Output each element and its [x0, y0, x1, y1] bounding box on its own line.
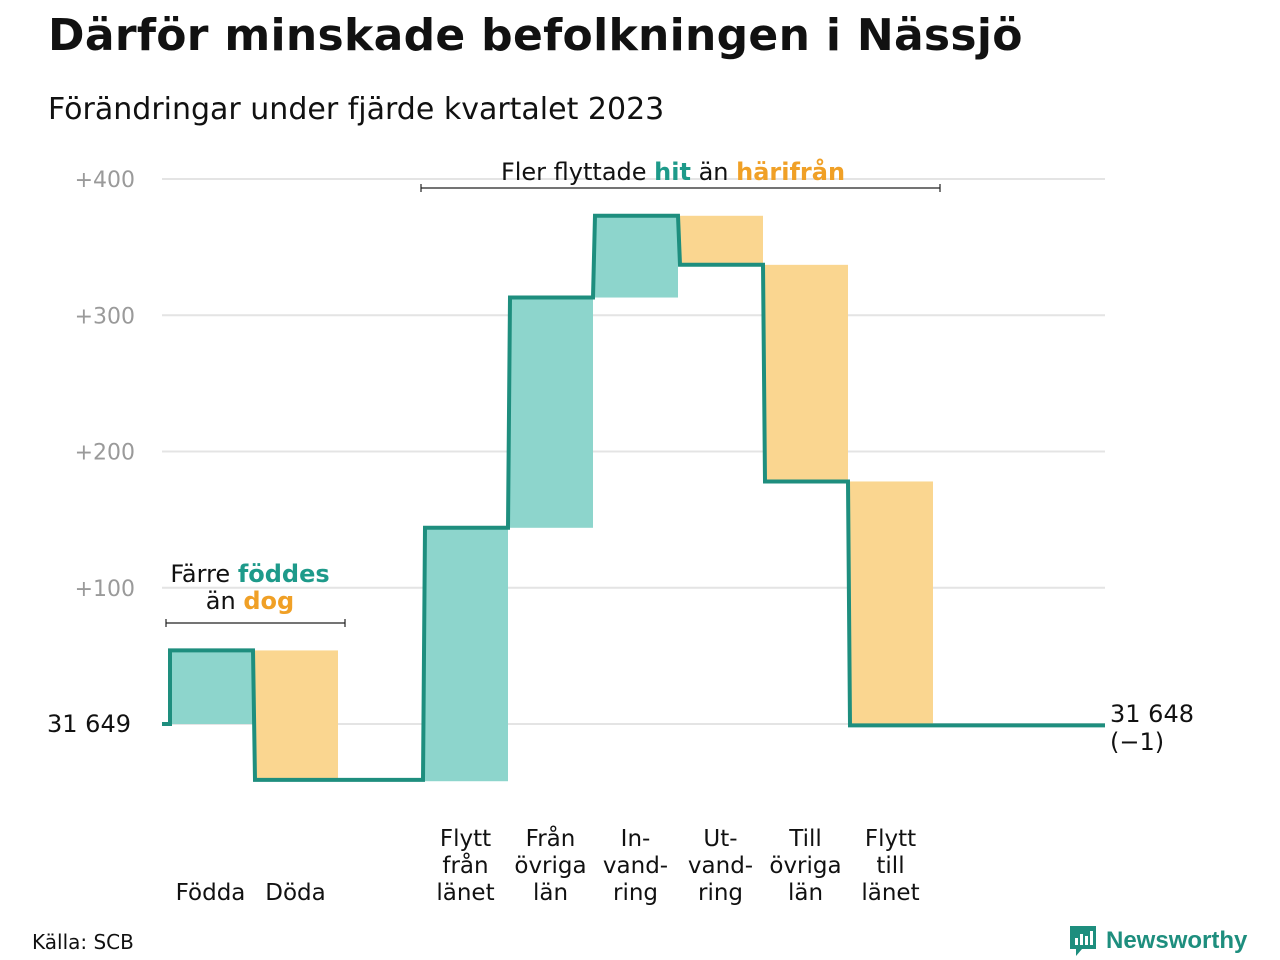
end-value-label: 31 648 — [1110, 700, 1194, 728]
category-label: Från — [526, 824, 576, 852]
category-label: län — [788, 880, 823, 906]
y-tick-label: +300 — [75, 304, 135, 329]
category-label: länet — [436, 880, 494, 906]
migration-annotation-word: än — [691, 158, 736, 186]
source-note: Källa: SCB — [32, 930, 134, 954]
step-line — [162, 213, 1105, 782]
y-tick-label: +400 — [75, 168, 135, 193]
bar-increase — [510, 297, 593, 528]
end-change-label: (−1) — [1110, 728, 1164, 756]
category-label: länet — [861, 880, 919, 906]
category-label: till — [876, 853, 904, 879]
category-label: In- — [621, 826, 651, 852]
bar-increase — [170, 650, 253, 724]
newsworthy-logo-icon — [1070, 926, 1096, 956]
bar-decrease — [850, 481, 933, 726]
category-label: Födda — [176, 880, 246, 906]
category-label: övriga — [514, 853, 586, 879]
bar-decrease — [255, 650, 338, 780]
category-label: Till — [788, 826, 822, 852]
births-annotation-word: dog — [243, 587, 294, 615]
category-label: ring — [698, 880, 743, 906]
brand-logo: Newsworthy — [1068, 924, 1247, 958]
y-tick-label: +100 — [75, 577, 135, 602]
chart-title: Därför minskade befolkningen i Nässjö — [48, 10, 1023, 61]
migration-annotation-text: Fler flyttade hit än härifrån — [501, 157, 845, 186]
category-label: Flytt — [440, 826, 491, 852]
bar-decrease — [765, 264, 848, 482]
births-annotation-word: Färre — [170, 560, 238, 588]
category-label: Döda — [265, 880, 325, 906]
category-label: övriga — [769, 853, 841, 879]
births-annotation-word: föddes — [238, 560, 330, 588]
bar-decrease — [680, 215, 763, 265]
category-label: vand- — [688, 853, 753, 879]
category-label: vand- — [603, 853, 668, 879]
category-label: Ut- — [703, 826, 737, 852]
births-annotation-text: än dog — [206, 587, 294, 615]
category-label: Flytt — [865, 826, 916, 852]
migration-annotation-word: Fler flyttade — [501, 158, 654, 186]
baseline-label: 31 649 — [47, 710, 131, 738]
category-label: län — [533, 880, 568, 906]
migration-annotation-word: hit — [654, 158, 691, 186]
category-label: ring — [613, 880, 658, 906]
births-annotation-word: än — [206, 587, 244, 615]
migration-annotation: Fler flyttade hit än härifrån — [420, 157, 941, 192]
migration-annotation-word: härifrån — [736, 157, 845, 186]
bar-increase — [425, 527, 508, 782]
brand-name: Newsworthy — [1106, 927, 1248, 954]
bar-increase — [595, 215, 678, 298]
births-annotation-text: Färre föddes — [170, 560, 329, 588]
category-label: från — [442, 851, 488, 879]
chart-subtitle: Förändringar under fjärde kvartalet 2023 — [48, 92, 665, 127]
y-tick-label: +200 — [75, 441, 135, 466]
